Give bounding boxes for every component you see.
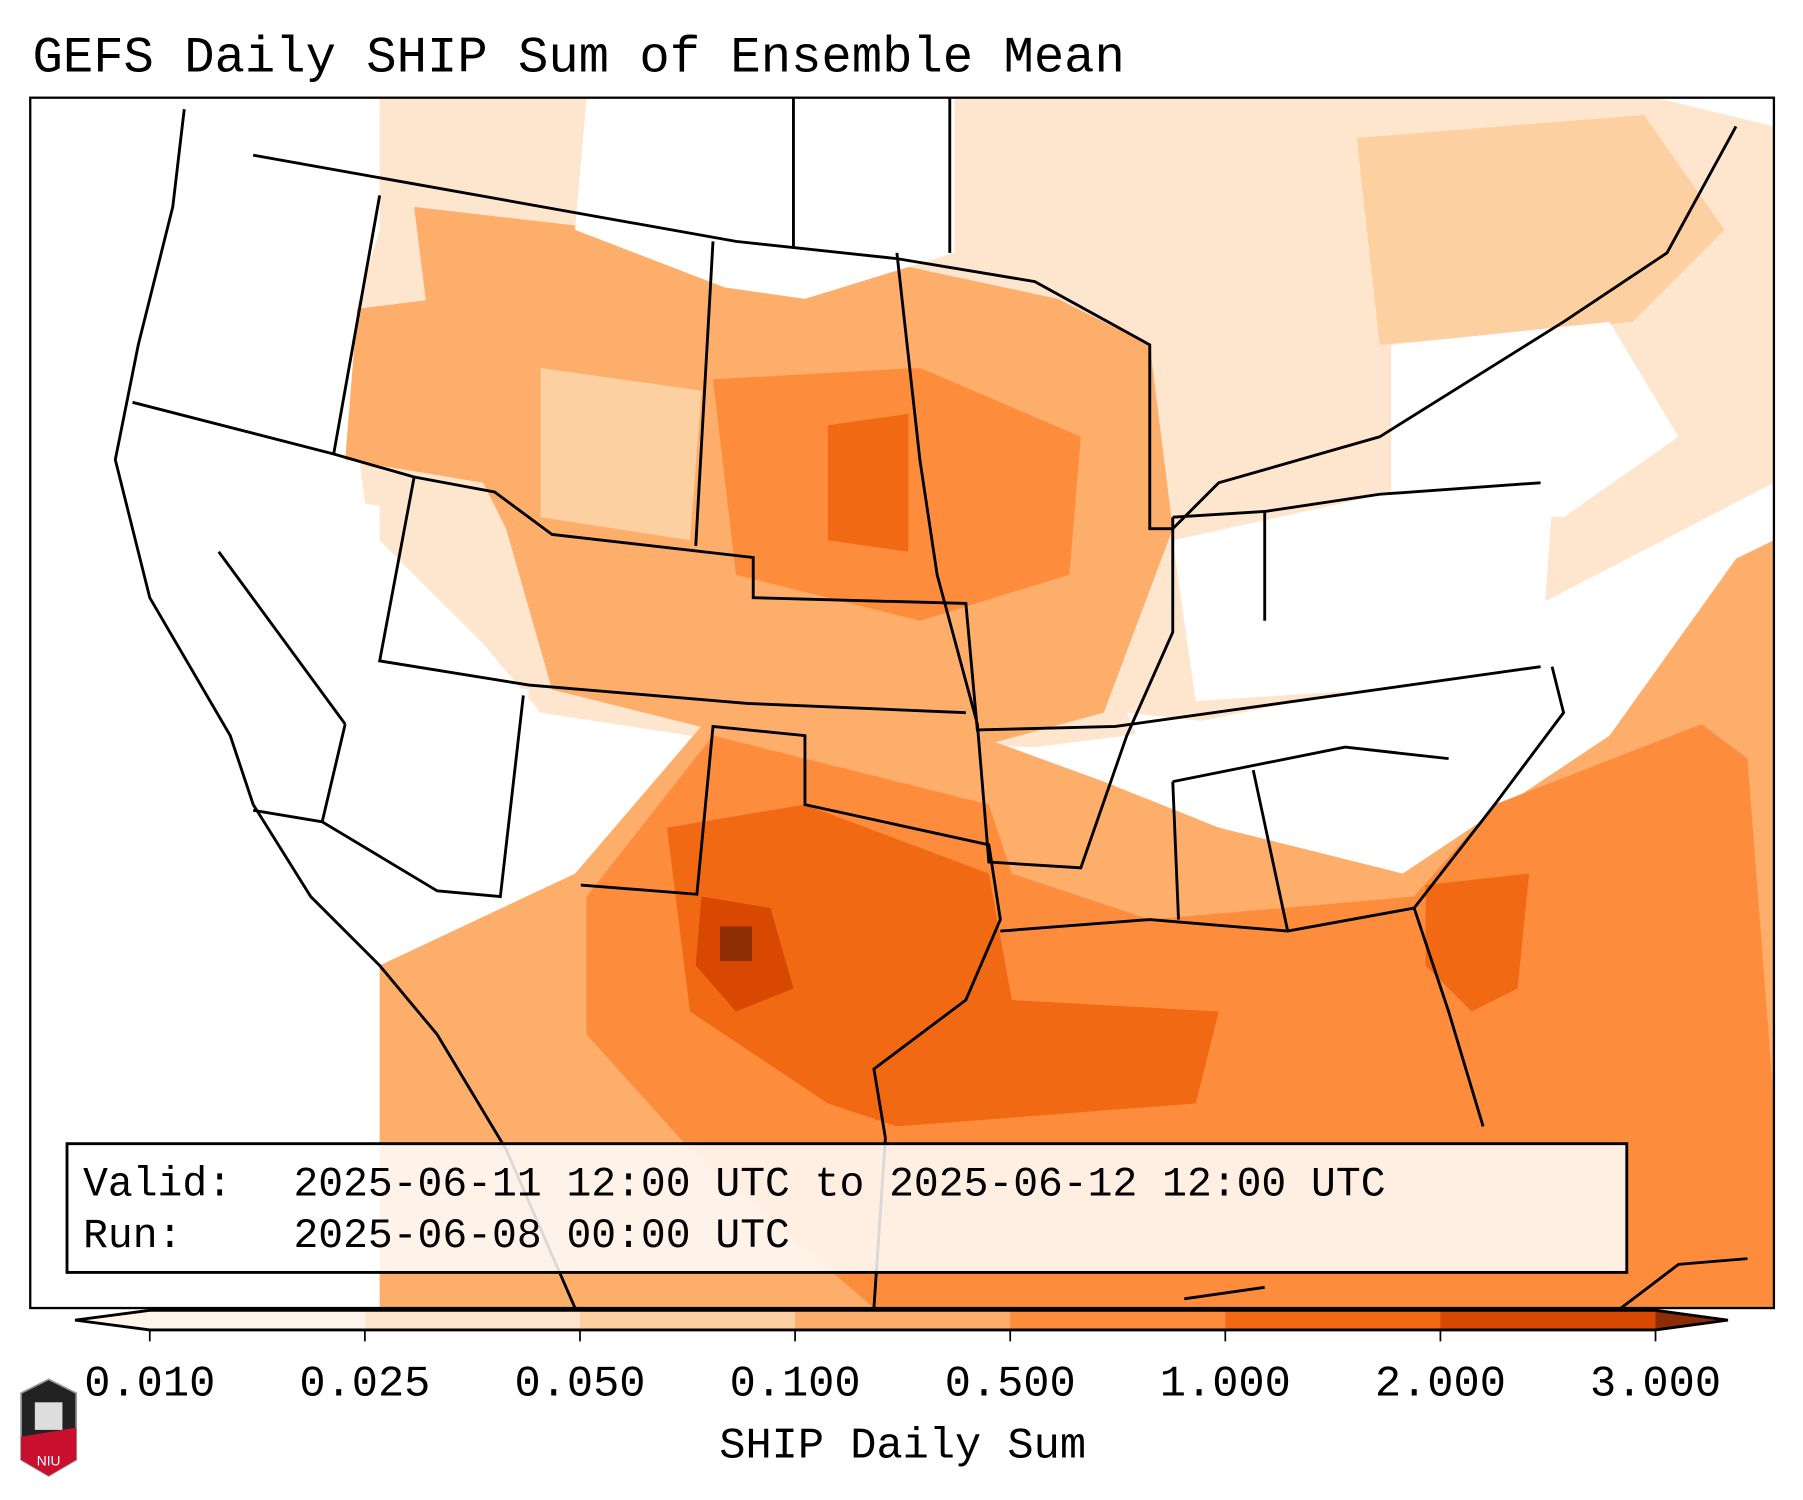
colorbar-tick-label: 3.000 — [1590, 1360, 1721, 1409]
colorbar-segment — [1440, 1310, 1657, 1330]
colorbar-tick-label: 0.100 — [730, 1360, 861, 1409]
map-panel — [30, 97, 1774, 1309]
colorbar-segment — [149, 1310, 366, 1330]
chart-title: GEFS Daily SHIP Sum of Ensemble Mean — [33, 30, 1125, 87]
colorbar-tick-label: 2.000 — [1375, 1360, 1506, 1409]
colorbar-segment — [1010, 1310, 1226, 1330]
colorbar-extend-high — [1655, 1310, 1728, 1330]
map-frame — [29, 96, 1776, 1310]
colorbar-segment — [1225, 1310, 1441, 1330]
colorbar-segment — [579, 1310, 796, 1330]
valid-label: Valid: — [83, 1162, 232, 1208]
colorbar-tick-label: 0.500 — [945, 1360, 1076, 1409]
colorbar-segment — [795, 1310, 1011, 1330]
run-label: Run: — [83, 1214, 182, 1260]
logo-text: NIU — [37, 1454, 61, 1469]
colorbar-tick-label: 0.025 — [299, 1360, 430, 1409]
colorbar-tick-label: 0.050 — [514, 1360, 645, 1409]
state-borders — [113, 97, 1748, 1309]
colorbar-segment — [364, 1310, 581, 1330]
info-box: Valid: 2025-06-11 12:00 UTC to 2025-06-1… — [65, 1142, 1629, 1274]
colorbar: 0.010 0.025 0.050 0.100 0.500 1.000 2.000 3.000 — [74, 1308, 1729, 1409]
colorbar-label: SHIP Daily Sum — [719, 1422, 1086, 1471]
colorbar-tick-label: 0.010 — [84, 1360, 215, 1409]
valid-value: 2025-06-11 12:00 UTC to 2025-06-12 12:00… — [293, 1162, 1385, 1208]
ship-field — [115, 97, 1774, 1309]
colorbar-tick-label: 1.000 — [1160, 1360, 1291, 1409]
run-value: 2025-06-08 00:00 UTC — [293, 1214, 789, 1260]
colorbar-extend-low — [75, 1310, 150, 1330]
niu-logo: NIU — [20, 1378, 78, 1477]
